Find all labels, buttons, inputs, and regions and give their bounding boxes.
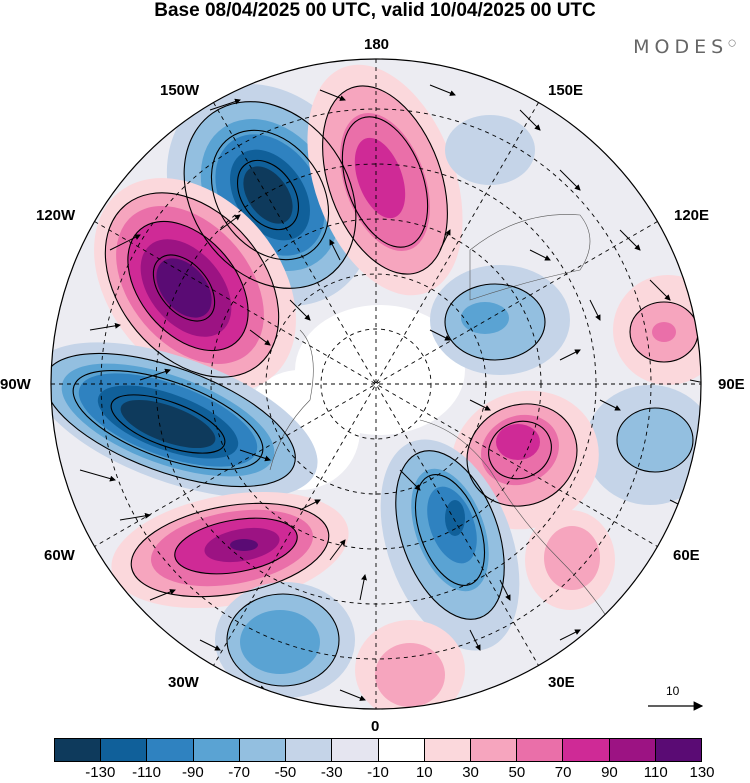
colorbar-label: 110 bbox=[643, 764, 668, 781]
positive-anomaly-180 bbox=[307, 64, 463, 296]
colorbar-swatch bbox=[609, 739, 656, 761]
lon-label-90e: 90E bbox=[718, 376, 745, 393]
positive-anomaly-10e bbox=[355, 620, 465, 709]
colorbar-label: 90 bbox=[601, 764, 618, 781]
colorbar-swatch bbox=[101, 739, 148, 761]
lon-label-150w: 150W bbox=[160, 82, 200, 99]
negative-anomaly-20e bbox=[380, 439, 520, 651]
map-title: Base 08/04/2025 00 UTC, valid 10/04/2025… bbox=[154, 0, 596, 21]
positive-anomaly-50e bbox=[525, 510, 615, 610]
lon-label-120e: 120E bbox=[674, 207, 710, 224]
negative-anomaly-100e bbox=[430, 265, 570, 375]
colorbar-swatch bbox=[424, 739, 471, 761]
positive-anomaly-110e bbox=[613, 275, 701, 385]
lon-label-150e: 150E bbox=[548, 82, 584, 99]
graticule bbox=[51, 59, 701, 709]
reference-vector-label: 10 bbox=[666, 684, 680, 698]
colorbar-label: 30 bbox=[462, 764, 479, 781]
lon-label-120w: 120W bbox=[36, 207, 76, 224]
colorbar-swatch bbox=[147, 739, 194, 761]
lon-label-30w: 30W bbox=[168, 674, 199, 691]
colorbar-swatch bbox=[332, 739, 379, 761]
colorbar-swatch bbox=[517, 739, 564, 761]
colorbar-label: -10 bbox=[367, 764, 389, 781]
modes-logo: MODES○ bbox=[633, 36, 736, 58]
colorbar-label: -70 bbox=[228, 764, 250, 781]
colorbar-label: -50 bbox=[274, 764, 297, 781]
lon-label-60e: 60E bbox=[673, 547, 700, 564]
reference-vector: 10 bbox=[648, 684, 708, 714]
wind-vectors bbox=[79, 84, 701, 701]
positive-anomaly-120w bbox=[94, 178, 296, 392]
negative-anomaly-80e bbox=[585, 385, 701, 505]
colorbar-label: -30 bbox=[320, 764, 343, 781]
lon-label-30e: 30E bbox=[548, 674, 575, 691]
colorbar-swatch bbox=[470, 739, 518, 761]
colorbar-label: -90 bbox=[182, 764, 204, 781]
lon-label-90w: 90W bbox=[0, 376, 31, 393]
colorbar-labels: -130 -110 -90 -70 -50 -30 -10 10 30 50 70 90 110 130 bbox=[54, 764, 714, 782]
colorbar-swatch bbox=[286, 739, 333, 761]
lon-label-60w: 60W bbox=[44, 547, 75, 564]
colorbar-label: 50 bbox=[508, 764, 526, 781]
colorbar bbox=[54, 738, 702, 762]
colorbar-label: 70 bbox=[554, 764, 572, 781]
colorbar-label: -110 bbox=[132, 764, 162, 781]
positive-anomaly-60w bbox=[111, 491, 349, 609]
colorbar-swatch bbox=[563, 739, 610, 761]
lon-label-0: 0 bbox=[371, 718, 380, 735]
colorbar-swatch bbox=[239, 739, 287, 761]
anomaly-field bbox=[51, 59, 701, 709]
lon-label-180: 180 bbox=[364, 36, 390, 53]
colorbar-label: 130 bbox=[689, 764, 715, 781]
colorbar-swatch bbox=[193, 739, 240, 761]
colorbar-label: 10 bbox=[415, 764, 433, 781]
colorbar-swatch bbox=[55, 739, 102, 761]
colorbar-swatch bbox=[655, 739, 702, 761]
colorbar-swatch bbox=[378, 739, 425, 761]
colorbar-label: -130 bbox=[85, 764, 116, 781]
negative-anomaly-30w bbox=[215, 582, 355, 698]
